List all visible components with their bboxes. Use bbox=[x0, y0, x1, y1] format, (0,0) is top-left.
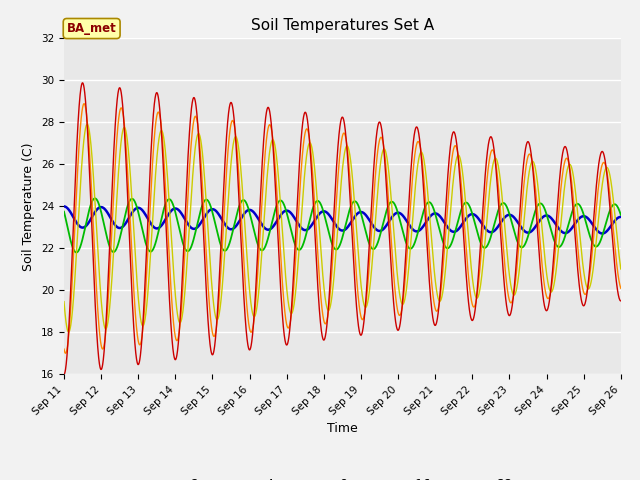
Text: BA_met: BA_met bbox=[67, 22, 116, 35]
Title: Soil Temperatures Set A: Soil Temperatures Set A bbox=[251, 18, 434, 33]
Legend: -2cm, -4cm, -8cm, -16cm, -32cm: -2cm, -4cm, -8cm, -16cm, -32cm bbox=[150, 474, 535, 480]
X-axis label: Time: Time bbox=[327, 422, 358, 435]
Y-axis label: Soil Temperature (C): Soil Temperature (C) bbox=[22, 142, 35, 271]
